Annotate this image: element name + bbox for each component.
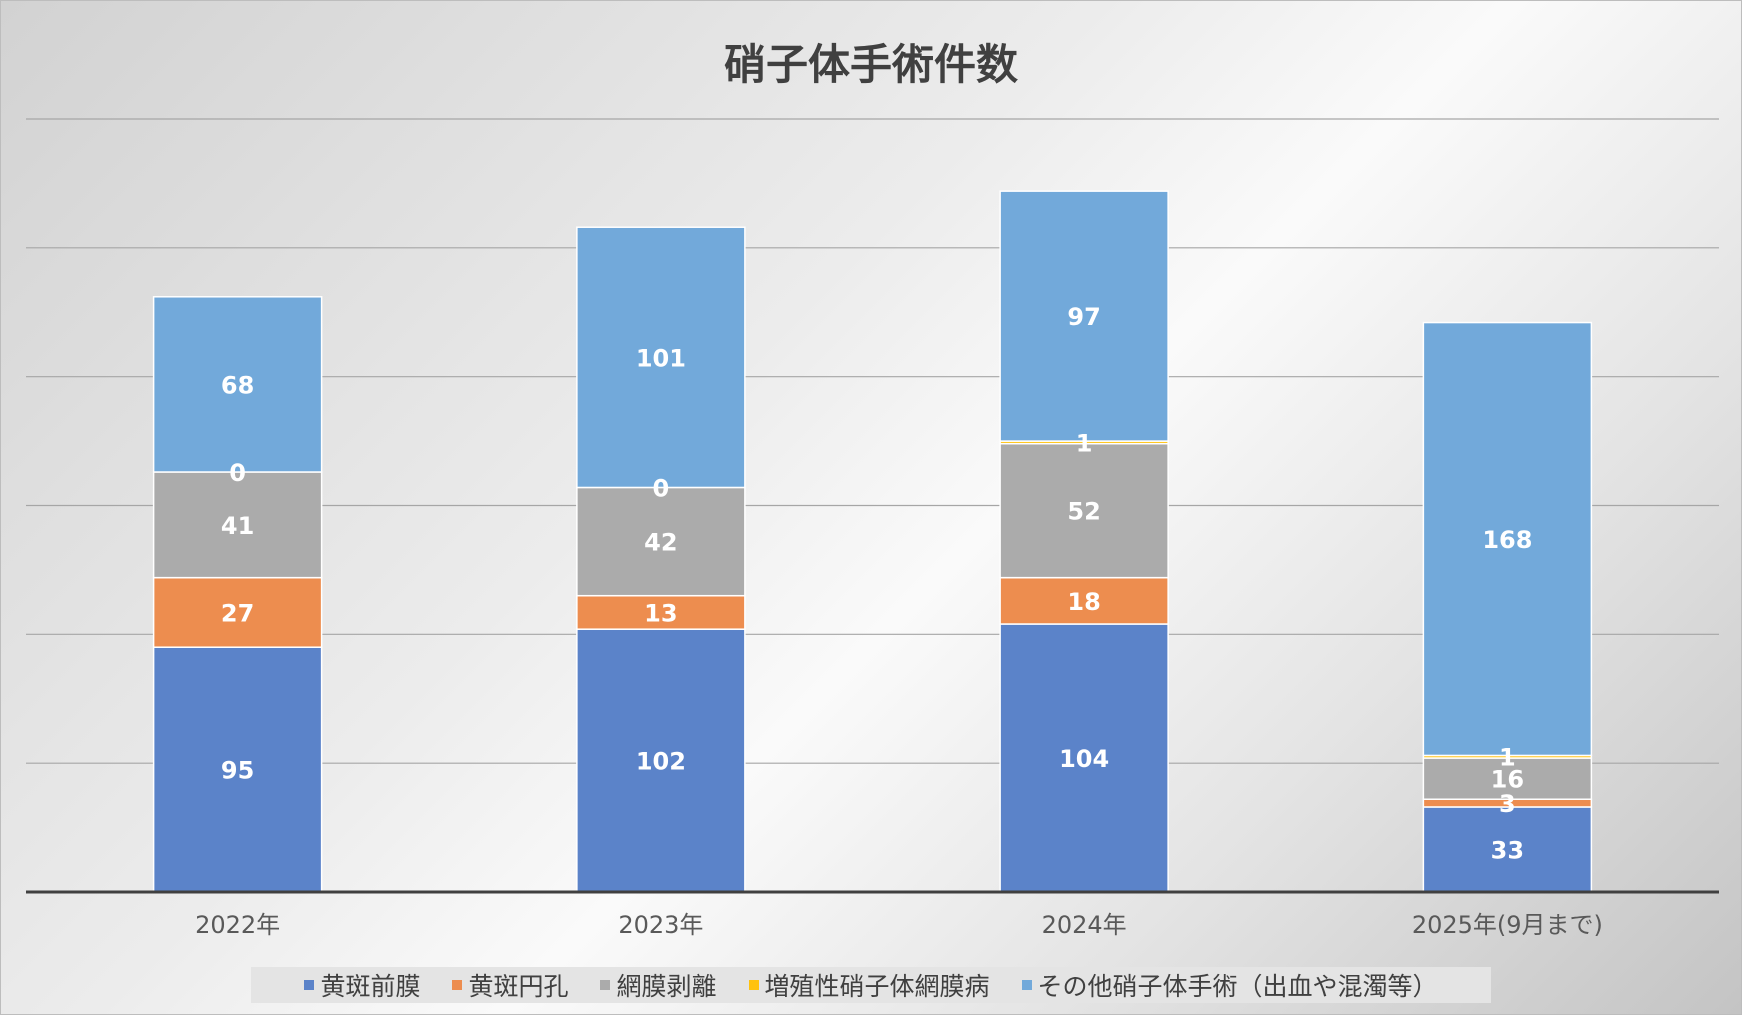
data-label: 97 — [1067, 303, 1100, 331]
legend-swatch — [452, 980, 463, 990]
legend-label: 増殖性硝子体網膜病 — [764, 972, 990, 1001]
legend-item: 黄斑円孔 — [452, 967, 568, 1003]
x-tick-label: 2023年 — [618, 911, 703, 939]
data-label: 68 — [221, 371, 254, 399]
legend-swatch — [600, 980, 611, 990]
legend-item: 網膜剥離 — [600, 967, 717, 1003]
x-tick-label: 2022年 — [195, 911, 280, 939]
data-label: 13 — [644, 599, 677, 627]
legend-swatch — [1021, 980, 1032, 990]
x-tick-label: 2025年(9月まで) — [1412, 911, 1603, 939]
data-label: 18 — [1067, 588, 1100, 616]
legend-label: 黄斑円孔 — [468, 972, 569, 1001]
chart-title: 硝子体手術件数 — [723, 40, 1018, 89]
data-label: 3 — [1499, 790, 1516, 818]
legend-swatch — [748, 980, 759, 990]
data-label: 16 — [1491, 766, 1524, 794]
legend-item: その他硝子体手術（出血や混濁等） — [1021, 967, 1438, 1003]
data-label: 101 — [636, 344, 686, 372]
legend-label: 黄斑前膜 — [320, 972, 421, 1001]
data-label: 168 — [1482, 526, 1532, 554]
bar-segment — [999, 623, 1169, 893]
bar-segment — [1422, 806, 1593, 893]
legend-label: その他硝子体手術（出血や混濁等） — [1037, 972, 1438, 1001]
bar-segment — [576, 594, 746, 630]
bar-segment — [999, 190, 1169, 442]
data-label: 0 — [229, 459, 246, 487]
data-label: 33 — [1491, 836, 1524, 864]
legend-item: 黄斑前膜 — [304, 967, 420, 1003]
legend: 黄斑前膜 黄斑円孔 網膜剥離 増殖性硝子体網膜病 その他硝子体手術（出血や混濁等） — [251, 967, 1491, 1003]
data-label: 27 — [221, 599, 254, 627]
data-label: 102 — [636, 748, 686, 776]
data-label: 0 — [653, 474, 670, 502]
bar-segment — [152, 646, 323, 893]
x-tick-label: 2024年 — [1042, 911, 1127, 939]
data-label: 42 — [644, 529, 677, 557]
bar-segment — [999, 576, 1169, 625]
data-label: 41 — [221, 512, 254, 540]
legend-label: 網膜剥離 — [616, 972, 717, 1001]
bar-segment — [152, 576, 323, 648]
legend-item: 増殖性硝子体網膜病 — [748, 967, 990, 1003]
data-label: 1 — [1499, 744, 1516, 772]
data-label: 95 — [221, 757, 254, 785]
data-label: 1 — [1076, 429, 1093, 457]
bar-segment — [576, 226, 746, 489]
data-label: 52 — [1067, 498, 1100, 526]
bar-segment — [1422, 321, 1593, 757]
legend-swatch — [304, 980, 315, 990]
data-label: 104 — [1059, 745, 1109, 773]
bar-segment — [152, 296, 323, 473]
bar-segment — [152, 471, 323, 579]
